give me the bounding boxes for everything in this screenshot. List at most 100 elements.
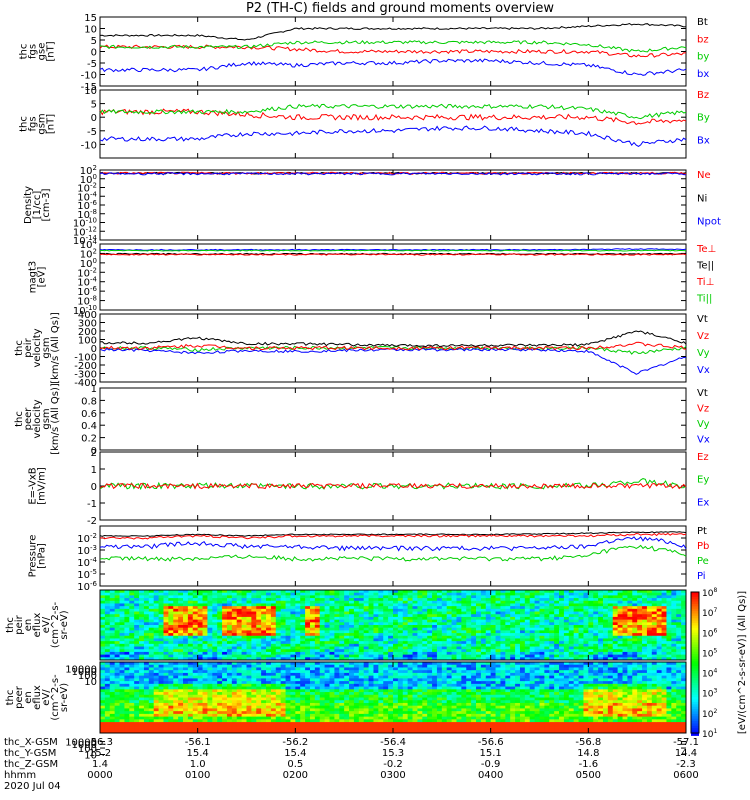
spectrogram-cell <box>134 635 140 639</box>
y-tick-exponent: 0 <box>93 257 97 265</box>
spectrogram-cell <box>656 633 662 637</box>
spectrogram-cell <box>104 681 111 685</box>
spectrogram-cell <box>143 705 150 709</box>
spectrogram-cell <box>231 711 238 715</box>
spectrogram-cell <box>129 643 135 647</box>
spectrogram-cell <box>178 713 184 718</box>
spectrogram-cell <box>402 598 409 602</box>
spectrogram-cell <box>339 603 345 607</box>
spectrogram-cell <box>275 724 282 728</box>
spectrogram-cell <box>661 625 667 629</box>
spectrogram-cell <box>202 667 208 671</box>
spectrogram-cell <box>295 635 301 639</box>
spectrogram-cell <box>349 635 355 639</box>
spectrogram-cell <box>100 664 106 668</box>
spectrogram-cell <box>602 606 609 610</box>
spectrogram-cell <box>305 600 311 604</box>
spectrogram-cell <box>353 630 360 634</box>
spectrogram-cell <box>300 638 306 642</box>
spectrogram-cell <box>261 619 267 623</box>
spectrogram-cell <box>334 713 340 718</box>
spectrogram-cell <box>578 657 584 661</box>
spectrogram-cell <box>578 598 584 602</box>
spectrogram-cell <box>598 638 604 642</box>
ylabel-line: thc <box>14 340 25 356</box>
spectrogram-cell <box>549 643 555 647</box>
spectrogram-cell <box>524 600 531 604</box>
spectrogram-cell <box>270 649 277 653</box>
spectrogram-cell <box>139 630 145 634</box>
spectrogram-cell <box>158 711 164 715</box>
spectrogram-cell <box>666 649 672 653</box>
spectrogram-cell <box>412 627 418 631</box>
spectrogram-cell <box>212 622 218 626</box>
spectrogram-cell <box>134 641 140 645</box>
spectrogram-cell <box>568 598 575 602</box>
spectrogram-cell <box>319 606 326 610</box>
ylabel-line: gse <box>37 43 48 61</box>
spectrogram-cell <box>217 689 223 693</box>
spectrogram-cell <box>324 619 330 623</box>
spectrogram-cell <box>192 713 199 718</box>
spectrogram-cell <box>681 654 687 658</box>
spectrogram-cell <box>192 643 199 647</box>
spectrogram-cell <box>207 705 213 709</box>
spectrogram-cell <box>324 649 330 653</box>
spectrogram-cell <box>231 664 238 668</box>
spectrogram-cell <box>280 662 286 666</box>
spectrogram-cell <box>373 625 379 629</box>
spectrogram-cell <box>612 592 619 596</box>
spectrogram-cell <box>602 603 609 607</box>
spectrogram-cell <box>129 646 135 650</box>
spectrogram-cell <box>305 603 311 607</box>
spectrogram-cell <box>309 641 316 645</box>
spectrogram-cell <box>383 643 389 647</box>
spectrogram-cell <box>266 598 272 602</box>
spectrogram-cell <box>275 627 282 631</box>
spectrogram-cell <box>178 630 184 634</box>
spectrogram-cell <box>515 646 521 650</box>
spectrogram-cell <box>363 670 369 674</box>
spectrogram-cell <box>168 711 174 715</box>
spectrogram-cell <box>432 606 438 610</box>
spectrogram-cell <box>568 595 575 599</box>
spectrogram-cell <box>607 625 614 629</box>
spectrogram-cell <box>168 590 174 594</box>
spectrogram-cell <box>598 654 604 658</box>
spectrogram-cell <box>451 646 457 650</box>
spectrogram-cell <box>109 625 116 629</box>
spectrogram-cell <box>358 630 365 634</box>
spectrogram-cell <box>598 646 604 650</box>
spectrogram-cell <box>246 694 252 698</box>
spectrogram-cell <box>588 616 594 621</box>
spectrogram-cell <box>104 603 111 607</box>
spectrogram-cell <box>231 627 238 631</box>
spectrogram-cell <box>314 603 321 607</box>
spectrogram-cell <box>114 711 120 715</box>
spectrogram-cell <box>119 641 125 645</box>
spectrogram-cell <box>451 592 457 596</box>
spectrogram-cell <box>510 590 516 594</box>
spectrogram-cell <box>134 667 140 671</box>
spectrogram-cell <box>661 619 667 623</box>
spectrogram-cell <box>329 719 335 723</box>
spectrogram-cell <box>236 675 243 679</box>
spectrogram-cell <box>212 654 218 658</box>
spectrogram-cell <box>280 711 286 715</box>
y-tick-exponent: -12 <box>86 225 97 233</box>
spectrogram-cell <box>646 643 653 647</box>
spectrogram-cell <box>163 708 169 712</box>
spectrogram-cell <box>280 713 286 718</box>
spectrogram-cell <box>427 595 433 599</box>
spectrogram-cell <box>319 672 326 677</box>
spectrogram-cell <box>436 600 443 604</box>
spectrogram-cell <box>544 606 550 610</box>
spectrogram-cell <box>353 672 360 677</box>
spectrogram-cell <box>461 641 467 645</box>
spectrogram-cell <box>642 627 648 631</box>
spectrogram-cell <box>290 681 296 685</box>
spectrogram-cell <box>246 697 252 701</box>
spectrogram-cell <box>236 646 243 650</box>
spectrogram-cell <box>295 592 301 596</box>
spectrogram-cell <box>100 678 106 682</box>
